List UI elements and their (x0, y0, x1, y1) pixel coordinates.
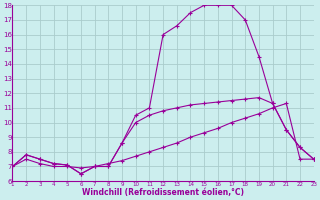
X-axis label: Windchill (Refroidissement éolien,°C): Windchill (Refroidissement éolien,°C) (82, 188, 244, 197)
